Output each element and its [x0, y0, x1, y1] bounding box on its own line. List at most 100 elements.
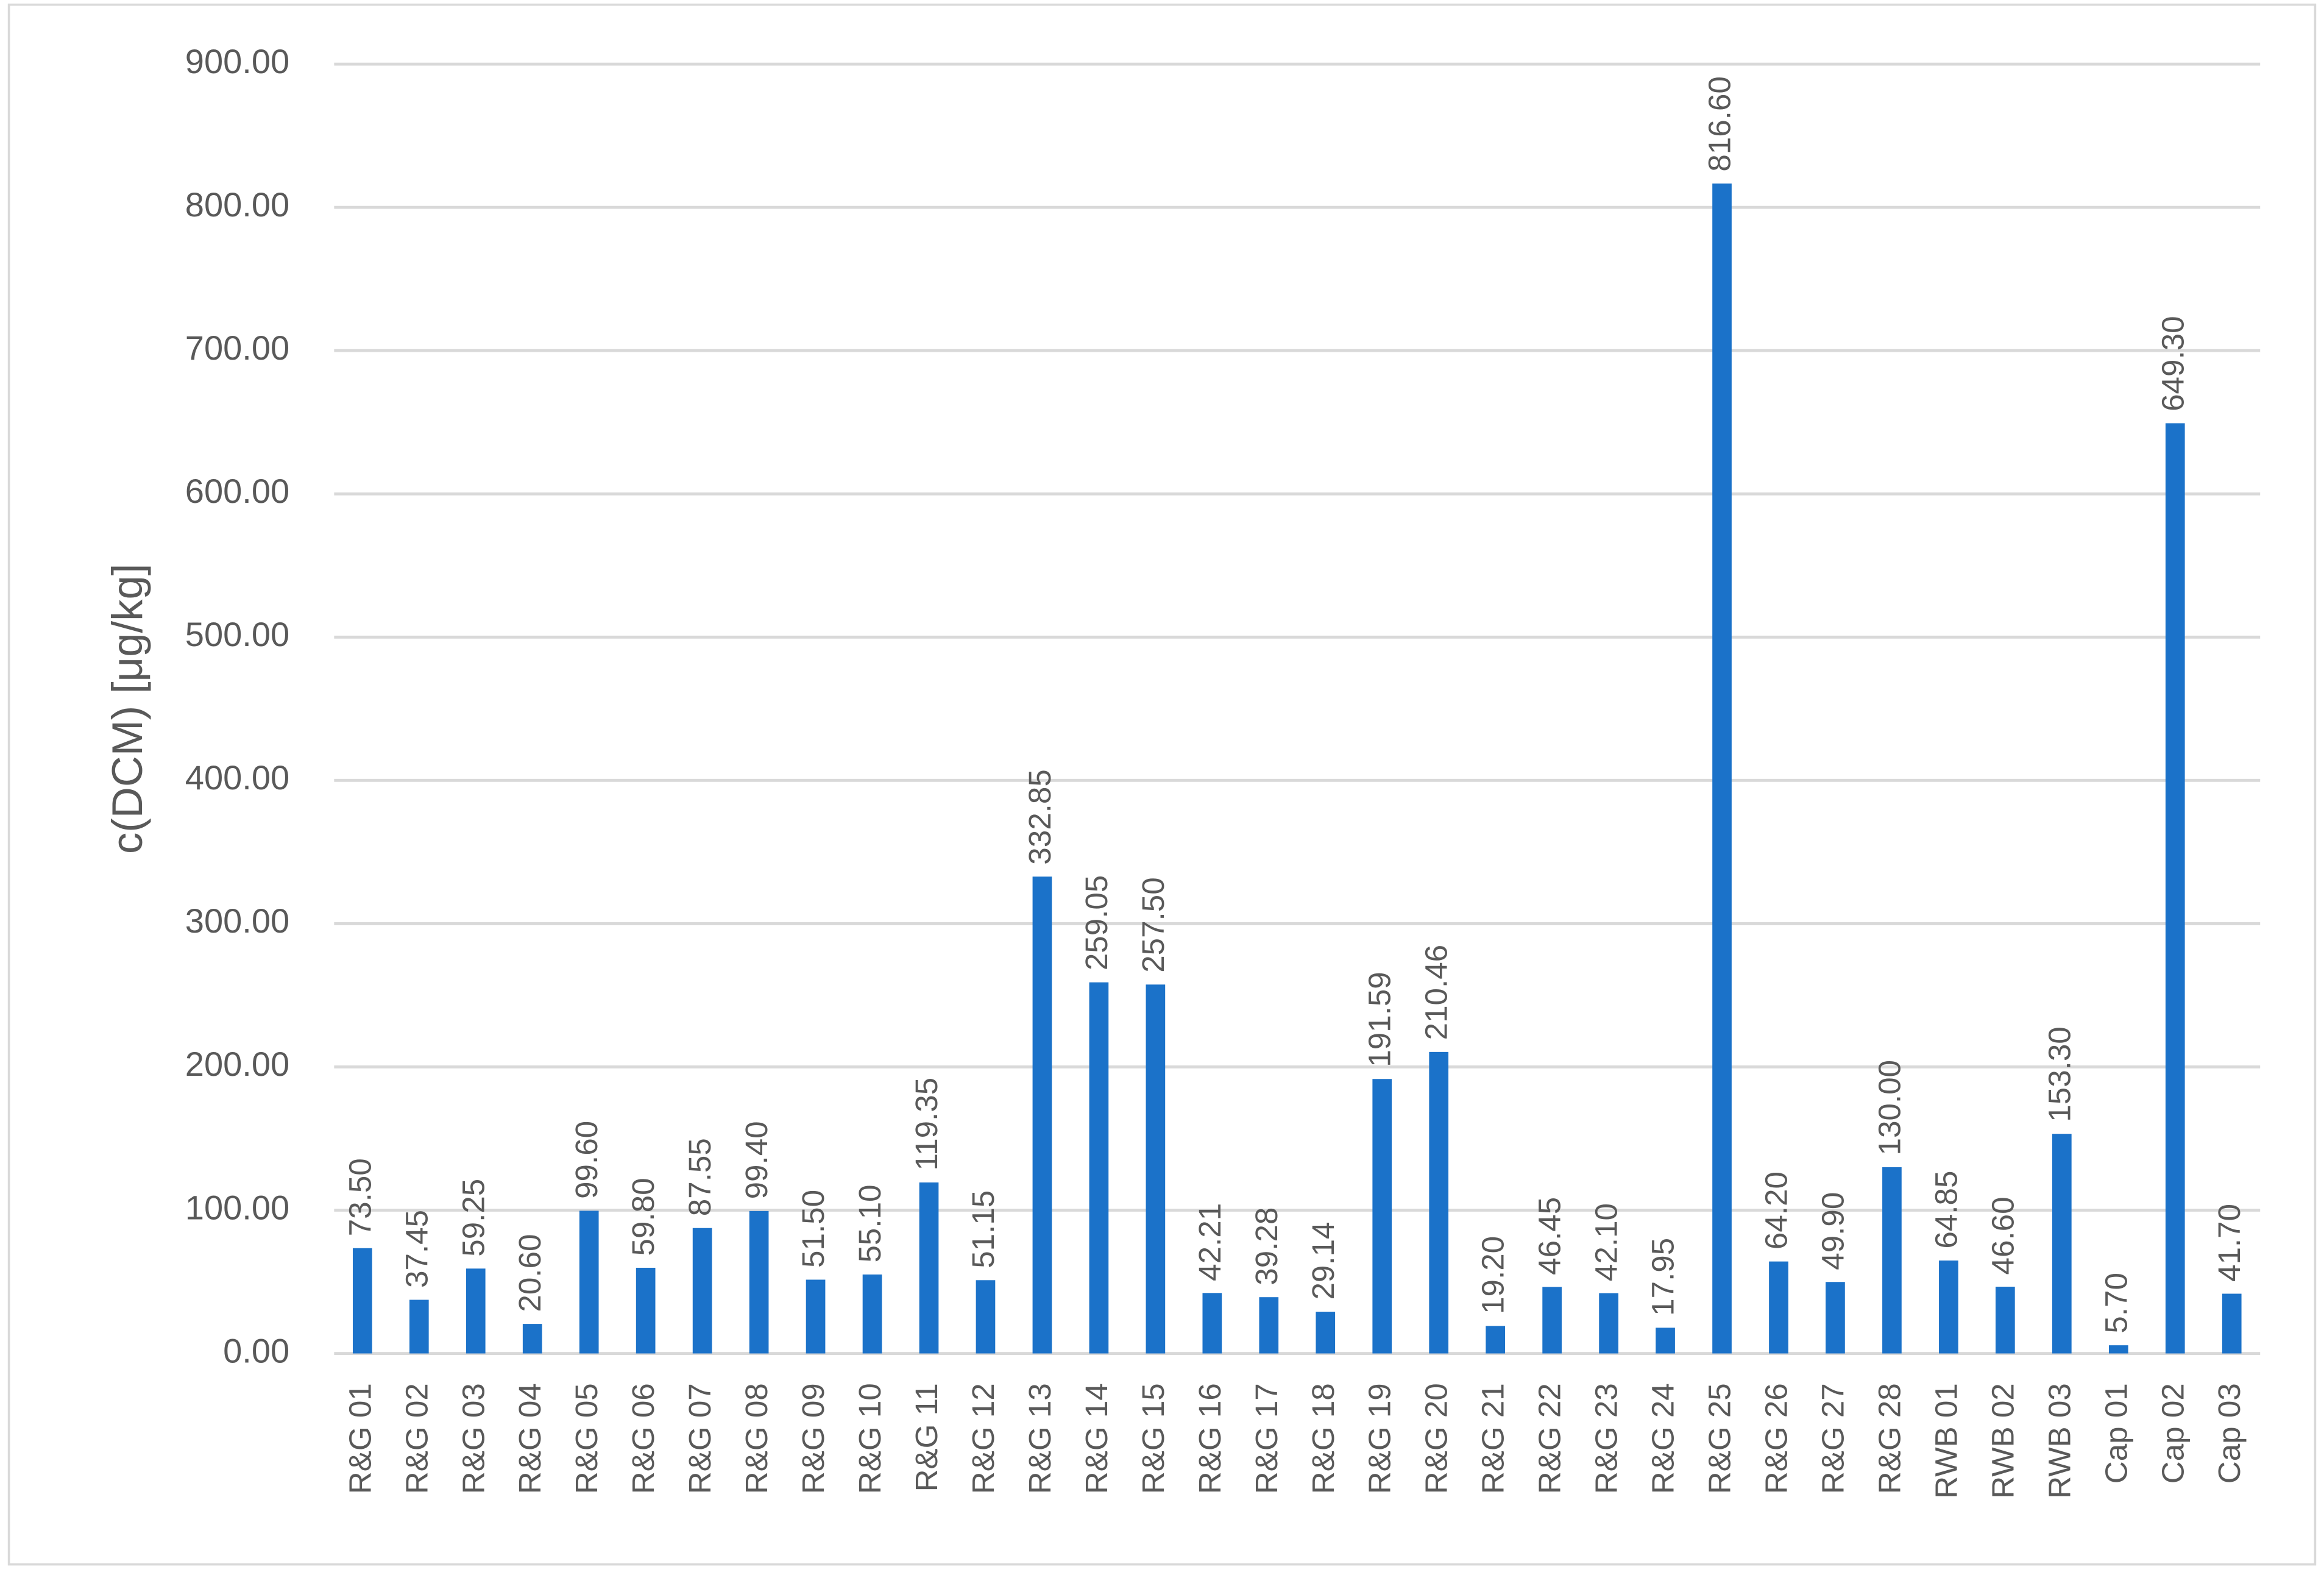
- bar: [1486, 1326, 1505, 1354]
- x-tick-label: R&G 23: [1589, 1383, 1624, 1494]
- x-tick-label: R&G 09: [796, 1383, 831, 1494]
- data-label: 20.60: [512, 1234, 547, 1312]
- x-tick-label: R&G 19: [1362, 1383, 1397, 1494]
- data-label: 130.00: [1872, 1060, 1907, 1155]
- data-label: 41.70: [2212, 1204, 2247, 1282]
- x-tick-label: R&G 26: [1759, 1383, 1794, 1494]
- data-label: 816.60: [1702, 76, 1737, 171]
- x-tick-label: R&G 14: [1079, 1383, 1114, 1494]
- bar: [1826, 1282, 1845, 1354]
- data-label: 191.59: [1362, 972, 1397, 1067]
- data-label: 19.20: [1476, 1236, 1511, 1314]
- data-label: 64.85: [1929, 1171, 1963, 1249]
- bar: [1882, 1167, 1902, 1354]
- bar: [466, 1268, 486, 1354]
- x-tick-label: R&G 01: [342, 1383, 377, 1494]
- x-tick-label: RWB 02: [1985, 1383, 2020, 1499]
- y-tick-label: 100.00: [185, 1188, 289, 1226]
- bar: [1712, 183, 1732, 1354]
- data-label: 259.05: [1079, 875, 1114, 970]
- data-label: 257.50: [1136, 877, 1171, 972]
- bar: [1316, 1312, 1336, 1354]
- y-tick-label: 500.00: [185, 615, 289, 653]
- x-tick-label: RWB 03: [2042, 1383, 2077, 1499]
- x-tick-label: R&G 15: [1136, 1383, 1171, 1494]
- x-tick-label: R&G 03: [456, 1383, 491, 1494]
- data-label: 59.25: [456, 1179, 491, 1257]
- bar: [2165, 423, 2185, 1354]
- data-label: 51.50: [796, 1190, 831, 1268]
- x-tick-label: R&G 25: [1702, 1383, 1737, 1494]
- data-label: 46.60: [1985, 1196, 2020, 1275]
- bar: [749, 1211, 769, 1354]
- data-label: 119.35: [909, 1078, 944, 1171]
- data-label: 42.10: [1589, 1203, 1624, 1281]
- data-label: 210.46: [1419, 945, 1454, 1040]
- x-tick-label: Cap 01: [2099, 1383, 2133, 1484]
- x-tick-label: R&G 04: [512, 1383, 547, 1494]
- bar: [1146, 984, 1166, 1354]
- data-label: 64.20: [1759, 1171, 1794, 1250]
- bar: [2052, 1134, 2072, 1354]
- y-axis-label: c(DCM) [μg/kg]: [103, 564, 151, 854]
- bar: [1259, 1297, 1279, 1354]
- bar: [636, 1267, 656, 1354]
- bar: [2222, 1293, 2242, 1354]
- bar: [919, 1182, 939, 1354]
- data-label: 37.45: [399, 1210, 434, 1288]
- bar: [1996, 1286, 2015, 1354]
- data-label: 99.60: [569, 1121, 604, 1199]
- x-tick-label: R&G 24: [1646, 1383, 1681, 1494]
- x-tick-label: R&G 21: [1476, 1383, 1511, 1494]
- data-label: 42.21: [1192, 1203, 1227, 1281]
- x-tick-label: R&G 20: [1419, 1383, 1454, 1494]
- y-tick-label: 800.00: [185, 185, 289, 224]
- x-tick-label: R&G 02: [399, 1383, 434, 1494]
- data-label: 49.90: [1815, 1192, 1850, 1270]
- x-tick-label: R&G 07: [682, 1383, 717, 1494]
- bar: [1542, 1287, 1562, 1354]
- data-label: 55.10: [852, 1185, 887, 1263]
- data-label: 649.30: [2155, 316, 2190, 411]
- y-tick-label: 0.00: [223, 1331, 289, 1370]
- y-tick-label: 300.00: [185, 901, 289, 940]
- bar: [1089, 982, 1109, 1354]
- x-tick-label: R&G 13: [1022, 1383, 1057, 1494]
- y-tick-label: 200.00: [185, 1045, 289, 1083]
- data-label: 46.45: [1532, 1197, 1567, 1275]
- x-tick-label: R&G 17: [1249, 1383, 1284, 1494]
- x-tick-label: RWB 01: [1929, 1383, 1963, 1499]
- data-label: 59.80: [626, 1178, 661, 1256]
- bar: [409, 1299, 429, 1354]
- data-label: 332.85: [1022, 769, 1057, 864]
- x-tick-label: R&G 27: [1815, 1383, 1850, 1494]
- y-tick-label: 900.00: [185, 42, 289, 80]
- data-label: 87.55: [682, 1138, 717, 1216]
- data-label: 73.50: [342, 1158, 377, 1236]
- x-tick-label: R&G 05: [569, 1383, 604, 1494]
- x-tick-label: Cap 03: [2212, 1383, 2247, 1484]
- data-label: 5.70: [2099, 1273, 2133, 1334]
- x-tick-label: R&G 22: [1532, 1383, 1567, 1494]
- x-tick-label: R&G 10: [852, 1383, 887, 1494]
- bar: [2108, 1345, 2128, 1354]
- bar: [692, 1228, 712, 1354]
- x-tick-label: R&G 06: [626, 1383, 661, 1494]
- bar: [1769, 1261, 1788, 1354]
- bar: [579, 1211, 599, 1354]
- data-label: 153.30: [2042, 1026, 2077, 1122]
- data-label: 29.14: [1306, 1222, 1341, 1300]
- x-tick-label: R&G 12: [966, 1383, 1001, 1494]
- bar: [522, 1324, 542, 1354]
- bar: [352, 1248, 372, 1354]
- bar: [1939, 1260, 1958, 1354]
- data-label: 51.15: [966, 1190, 1001, 1268]
- bar: [1656, 1328, 1675, 1354]
- bar: [806, 1279, 826, 1354]
- bar: [1429, 1051, 1449, 1354]
- bar: [1032, 876, 1052, 1354]
- x-tick-label: R&G 18: [1306, 1383, 1341, 1494]
- bar: [1372, 1079, 1392, 1354]
